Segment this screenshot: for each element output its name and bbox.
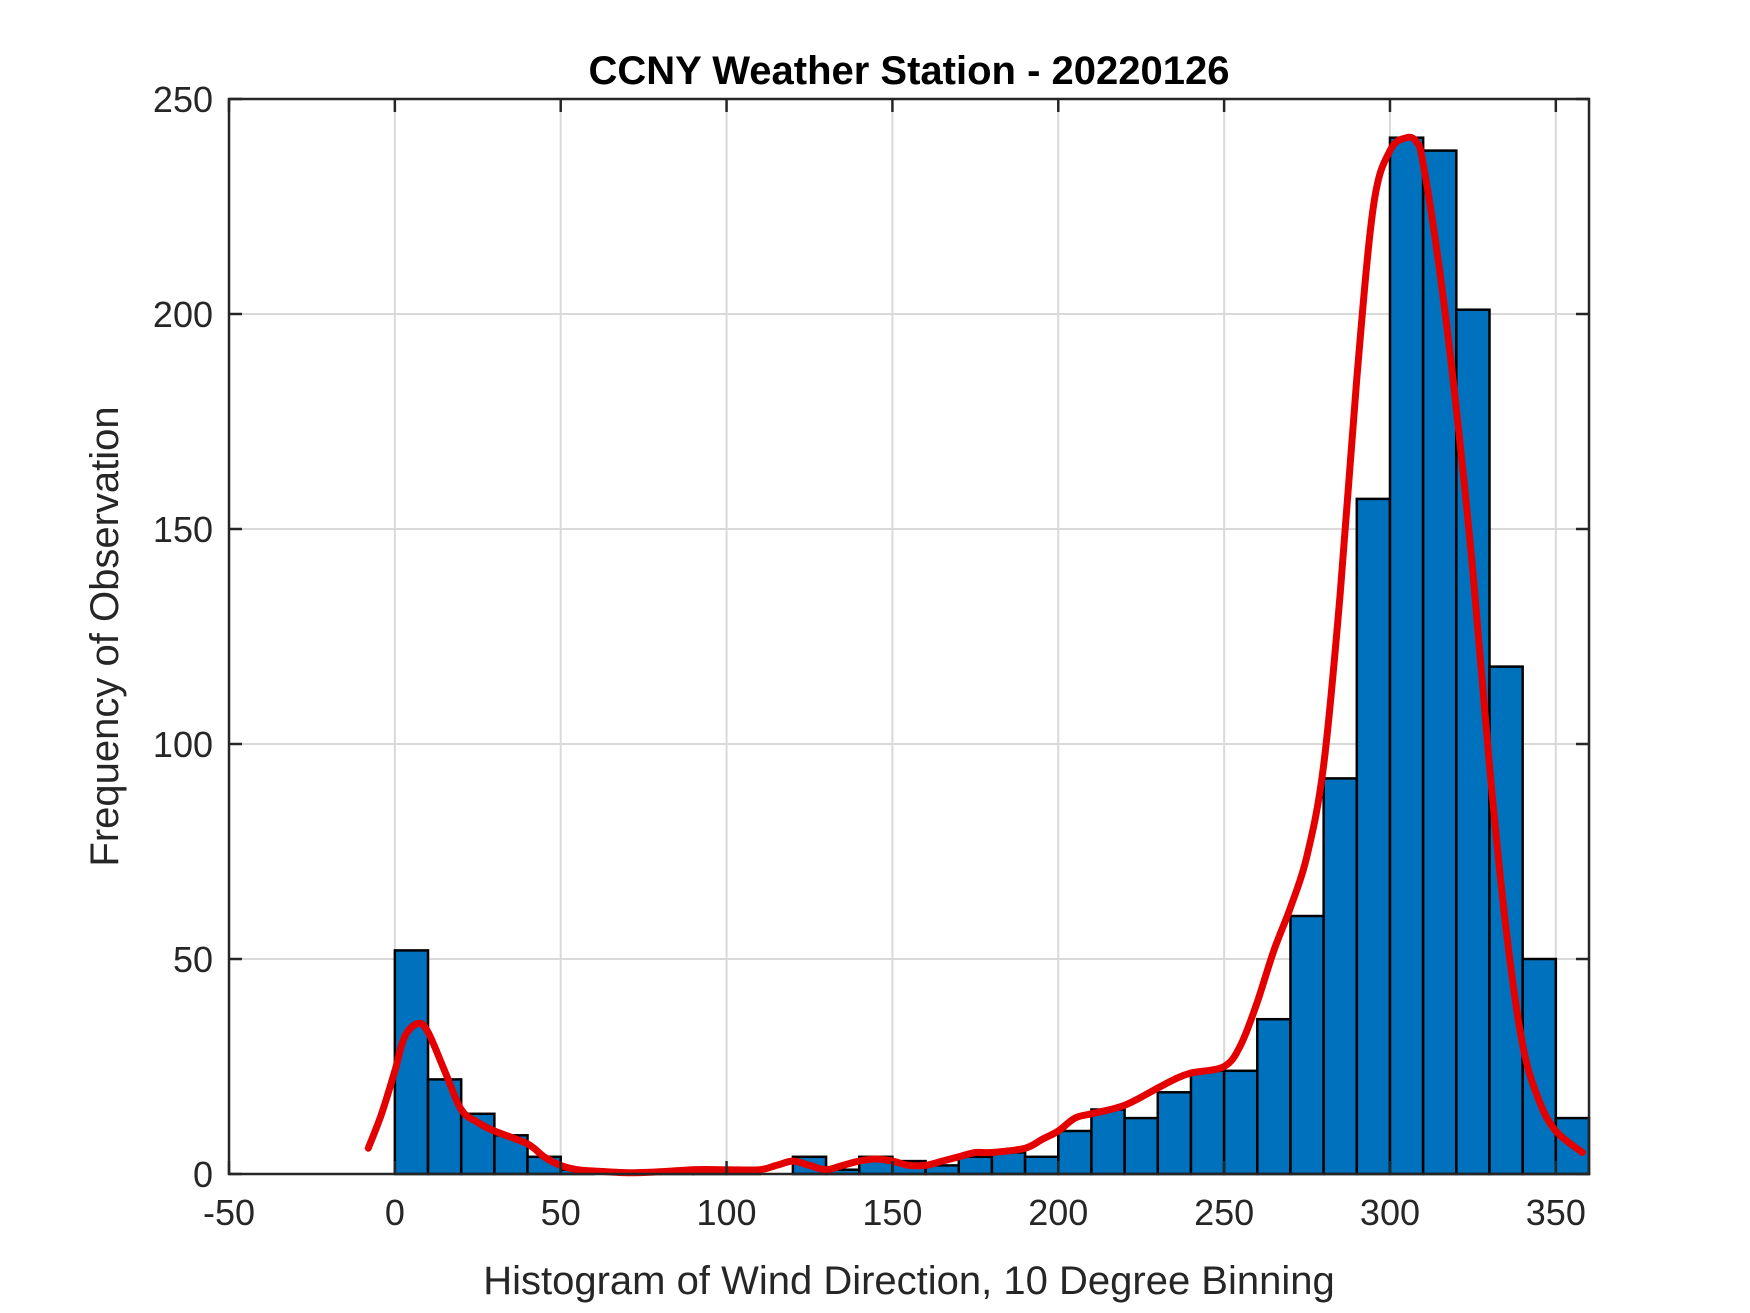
y-tick-label: 250 — [153, 79, 213, 120]
x-tick-label: 50 — [541, 1192, 581, 1233]
histogram-bar — [1156, 1091, 1193, 1176]
histogram-bar — [1222, 1069, 1259, 1176]
x-tick-label: 250 — [1194, 1192, 1254, 1233]
density-curve — [364, 133, 1586, 1177]
x-tick-label: 300 — [1360, 1192, 1420, 1233]
y-tick-label: 100 — [153, 724, 213, 765]
density-curve-group — [364, 133, 1586, 1177]
histogram-bar — [1289, 914, 1325, 1176]
histogram-bars — [393, 136, 1591, 1176]
chart-title: CCNY Weather Station - 20220126 — [589, 49, 1230, 93]
x-tick-label: 0 — [385, 1192, 405, 1233]
x-tick-label: 200 — [1028, 1192, 1088, 1233]
histogram-bar — [1090, 1108, 1126, 1176]
histogram-bar — [1023, 1155, 1060, 1176]
histogram-bar — [1256, 1017, 1292, 1176]
y-tick-label: 200 — [153, 294, 213, 335]
x-tick-label: -50 — [203, 1192, 255, 1233]
histogram-bar — [1123, 1116, 1160, 1176]
x-tick-label: 150 — [862, 1192, 922, 1233]
histogram-bar — [393, 949, 430, 1176]
histogram-bar — [990, 1151, 1027, 1176]
histogram-bar — [1057, 1129, 1093, 1176]
x-tick-label: 350 — [1526, 1192, 1586, 1233]
x-tick-labels: -50 0 50 100 150 200 250 300 350 — [203, 1192, 1586, 1233]
y-tick-labels: 0 50 100 150 200 250 — [153, 79, 213, 1195]
y-tick-label: 50 — [173, 939, 213, 980]
y-tick-label: 150 — [153, 509, 213, 550]
x-axis-label: Histogram of Wind Direction, 10 Degree B… — [483, 1259, 1335, 1303]
axis-ticks — [227, 97, 1589, 1176]
y-axis-label: Frequency of Observation — [83, 406, 127, 866]
histogram-bar — [1421, 149, 1458, 1176]
axes-box — [227, 97, 1591, 1176]
histogram-bar — [957, 1155, 994, 1176]
histogram-bar — [1355, 497, 1392, 1176]
y-tick-label: 0 — [193, 1154, 213, 1195]
histogram-bar — [1189, 1069, 1226, 1176]
histogram-bar — [1388, 136, 1425, 1176]
x-tick-label: 100 — [697, 1192, 757, 1233]
histogram-bar — [1322, 777, 1359, 1176]
